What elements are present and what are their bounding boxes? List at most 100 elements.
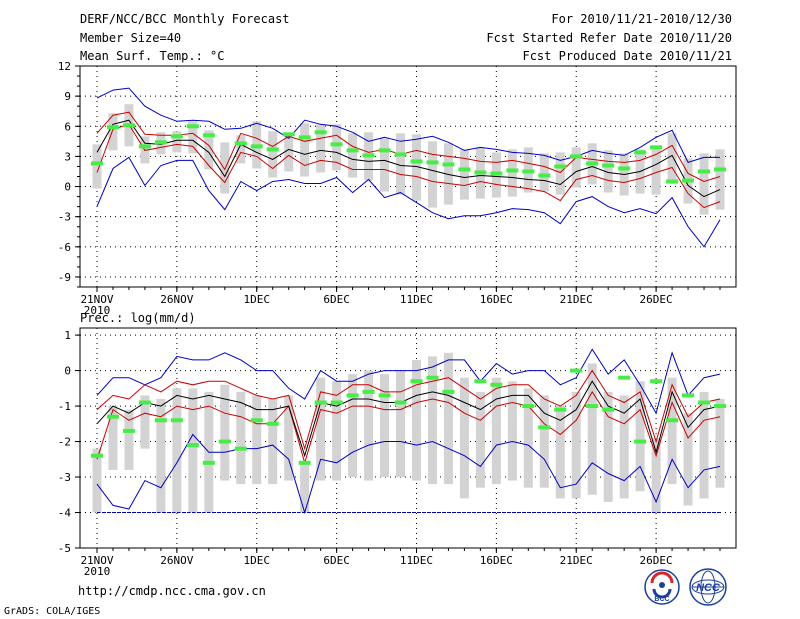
prec-observed-marker: [618, 375, 631, 380]
temp-spread-box: [667, 133, 677, 184]
precipitation-variable-label: Prec.: log(mm/d): [80, 311, 196, 325]
temp-observed-marker: [442, 162, 455, 167]
temp-xtick-label: 6DEC: [323, 293, 350, 306]
temp-spread-box: [316, 124, 326, 173]
temp-observed-marker: [234, 141, 247, 146]
member-size: Member Size=40: [80, 31, 182, 45]
temp-xtick-label: 16DEC: [480, 293, 513, 306]
temp-observed-marker: [250, 144, 263, 149]
temp-observed-marker: [314, 130, 327, 135]
temp-observed-marker: [682, 178, 695, 183]
prec-observed-marker: [490, 382, 503, 387]
temp-ytick-label: 0: [64, 181, 71, 194]
bcc-logo: BCC: [644, 569, 680, 605]
temp-observed-marker: [586, 161, 599, 166]
prec-spread-box: [380, 374, 390, 478]
prec-xtick-label: 21NOV: [80, 554, 113, 567]
temperature-variable-label: Mean Surf. Temp.: °C: [80, 49, 225, 63]
temp-spread-box: [268, 131, 278, 178]
prec-spread-box: [571, 391, 581, 499]
prec-min-line: [96, 433, 721, 515]
temp-ytick-label: -6: [58, 241, 71, 254]
prec-spread-box: [364, 370, 374, 481]
prec-observed-marker: [426, 375, 439, 380]
prec-observed-marker: [234, 446, 247, 451]
temp-observed-marker: [154, 140, 167, 145]
prec-xtick-label: 16DEC: [480, 554, 513, 567]
temp-observed-marker: [346, 148, 359, 153]
prec-spread-box: [539, 395, 549, 488]
prec-observed-marker: [682, 393, 695, 398]
temp-observed-marker: [186, 124, 199, 129]
temp-observed-marker: [698, 169, 711, 174]
prec-ytick-label: -3: [58, 471, 71, 484]
prec-observed-marker: [266, 421, 279, 426]
temp-ytick-label: 6: [64, 120, 71, 133]
prec-spread-box: [555, 406, 565, 499]
prec-spread-box: [411, 359, 421, 481]
prec-spread-box: [523, 388, 533, 488]
temp-xtick-label: 11DEC: [400, 293, 433, 306]
temp-spread-box: [571, 147, 581, 188]
prec-xtick-label: 21DEC: [560, 554, 593, 567]
temp-spread-box: [220, 142, 230, 194]
temp-observed-marker: [490, 171, 503, 176]
temp-ytick-label: 12: [58, 60, 71, 73]
prec-ensemble-mean-line: [96, 380, 721, 458]
prec-spread-box: [252, 395, 262, 485]
prec-xtick-label: 6DEC: [323, 554, 350, 567]
temp-observed-marker: [394, 152, 407, 157]
prec-observed-marker: [154, 418, 167, 423]
prec-observed-marker: [666, 418, 679, 423]
prec-observed-marker: [298, 460, 311, 465]
temp-spread-box: [651, 145, 661, 195]
prec-spread-box: [635, 381, 645, 492]
forecast-period: For 2010/11/21-2010/12/30: [551, 12, 732, 26]
prec-observed-marker: [394, 400, 407, 405]
temp-xtick-year-label: 2010: [84, 304, 111, 317]
prec-xtick-label: 11DEC: [400, 554, 433, 567]
temp-spread-box: [108, 113, 118, 151]
ncc-logo: NCC: [689, 568, 727, 606]
source-url[interactable]: http://cmdp.ncc.cma.gov.cn: [78, 584, 266, 598]
ncc-logo-text: NCC: [696, 582, 721, 594]
temp-observed-marker: [538, 173, 551, 178]
temp-spread-box: [284, 137, 294, 172]
temp-observed-marker: [330, 142, 343, 147]
temp-observed-marker: [650, 145, 663, 150]
prec-observed-marker: [122, 428, 135, 433]
prec-p10-line: [96, 390, 721, 465]
temp-observed-marker: [618, 166, 631, 171]
prec-spread-box: [396, 370, 406, 478]
temp-spread-box: [236, 135, 246, 164]
temp-spread-box: [603, 150, 613, 193]
temp-xtick-label: 21DEC: [560, 293, 593, 306]
prec-spread-box: [459, 377, 469, 499]
prec-spread-box: [316, 377, 326, 481]
prec-spread-box: [140, 395, 150, 449]
prec-observed-marker: [378, 393, 391, 398]
temp-observed-marker: [714, 167, 726, 172]
prec-ytick-label: 1: [64, 329, 71, 342]
temp-ytick-label: 3: [64, 150, 71, 163]
prec-observed-marker: [170, 418, 183, 423]
prec-xtick-year-label: 2010: [84, 565, 111, 578]
temp-spread-box: [380, 138, 390, 192]
temp-observed-marker: [506, 168, 519, 173]
chart-title: DERF/NCC/BCC Monthly Forecast: [80, 12, 290, 26]
temp-p10-line: [96, 123, 721, 209]
prec-spread-box: [619, 395, 629, 499]
prec-spread-box: [699, 391, 709, 499]
prec-observed-marker: [202, 460, 215, 465]
temp-observed-marker: [122, 123, 135, 128]
prec-xtick-label: 26NOV: [160, 554, 193, 567]
prec-spread-box: [236, 391, 246, 485]
prec-spread-box: [603, 391, 613, 502]
prec-spread-box: [348, 374, 358, 478]
temp-observed-marker: [298, 135, 311, 140]
prec-observed-marker: [91, 453, 103, 458]
prec-observed-marker: [314, 400, 327, 405]
